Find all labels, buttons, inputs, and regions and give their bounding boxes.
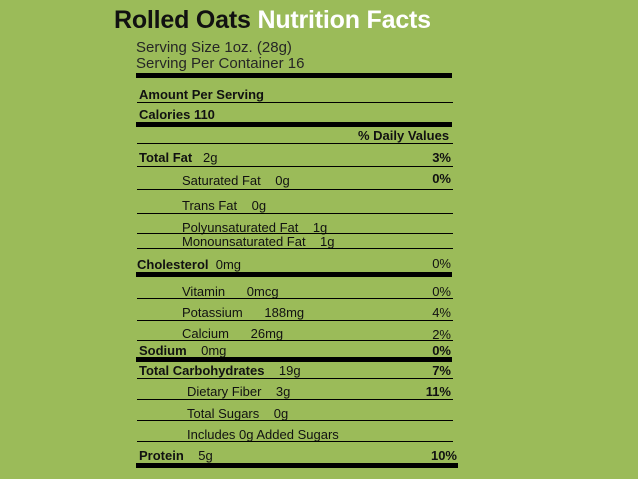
nutrient-amount: 19g (278, 363, 301, 378)
nutrient-dv: 10% (430, 448, 457, 463)
rule (137, 378, 453, 379)
nutrient-amount: 2g (203, 150, 218, 165)
rule (137, 441, 453, 442)
rule (137, 189, 453, 190)
amount-per-serving: Amount Per Serving (139, 87, 264, 102)
daily-values-header: % Daily Values (358, 128, 450, 143)
nutrient-row-added-sugars: Includes 0g Added Sugars (187, 427, 339, 442)
nutrient-amount: 3g (275, 384, 291, 399)
nutrient-dv: 2% (432, 327, 451, 342)
rule (137, 340, 453, 341)
calories-row: Calories 110 (139, 107, 215, 122)
nutrient-amount: 0mcg (246, 284, 279, 299)
rule (137, 320, 453, 321)
rule-thick-sodium (136, 357, 452, 362)
nutrient-row-total-carbohydrates: Total Carbohydrates 19g (139, 363, 301, 378)
nutrient-row-total-sugars: Total Sugars 0g (187, 406, 288, 421)
nutrient-dv: 0% (432, 256, 451, 271)
nutrient-dv: 0% (432, 171, 451, 186)
rule-thick-cholesterol (136, 272, 452, 277)
nutrient-amount: 26mg (250, 326, 284, 341)
nutrient-amount: 0g (251, 198, 267, 213)
rule-thick-top (136, 73, 452, 78)
nutrient-amount: 1g (312, 220, 328, 235)
nutrient-dv: 4% (432, 305, 451, 320)
rule (137, 420, 453, 421)
nutrient-amount: 0mg (201, 343, 227, 358)
nutrient-row-protein: Protein 5g (139, 448, 213, 463)
nutrient-name: Total Sugars (187, 406, 260, 421)
nutrient-dv: 11% (425, 384, 451, 399)
rule (137, 248, 453, 249)
rule (137, 102, 453, 103)
nutrient-name: Protein (139, 448, 184, 463)
nutrient-name: Saturated Fat (182, 173, 261, 188)
nutrient-row-monounsaturated-fat: Monounsaturated Fat 1g (182, 234, 335, 249)
nutrient-name: Dietary Fiber (187, 384, 262, 399)
nutrient-row-cholesterol: Cholesterol 0mg (137, 257, 241, 272)
nutrient-name: Total Fat (139, 150, 193, 165)
calories-value: 110 (193, 107, 215, 122)
nutrition-facts-heading: Nutrition Facts (257, 6, 431, 34)
nutrient-row-polyunsaturated-fat: Polyunsaturated Fat 1g (182, 220, 327, 235)
nutrient-dv: 0% (432, 284, 451, 299)
nutrient-name: Trans Fat (182, 198, 238, 213)
nutrient-row-saturated-fat: Saturated Fat 0g (182, 173, 290, 188)
nutrient-row-total-fat: Total Fat 2g (139, 150, 218, 165)
nutrient-name: Total Carbohydrates (139, 363, 265, 378)
nutrient-name: Vitamin (182, 284, 226, 299)
nutrient-name: Calcium (182, 326, 229, 341)
rule (137, 233, 453, 234)
nutrient-amount: 5g (198, 448, 213, 463)
servings-per-container: Serving Per Container 16 (136, 55, 305, 72)
calories-label: Calories (139, 107, 191, 122)
nutrient-name: Potassium (182, 305, 243, 320)
rule (137, 399, 453, 400)
rule-thick-calories (136, 122, 452, 127)
product-name: Rolled Oats (114, 6, 251, 34)
nutrient-row-trans-fat: Trans Fat 0g (182, 198, 266, 213)
nutrient-row-calcium: Calcium 26mg (182, 326, 283, 341)
nutrient-amount: 1g (320, 234, 335, 249)
nutrient-amount: 0g (273, 406, 289, 421)
nutrient-row-dietary-fiber: Dietary Fiber 3g (187, 384, 290, 399)
nutrient-name: Monounsaturated Fat (182, 234, 306, 249)
nutrient-dv: 0% (432, 343, 451, 358)
page-title: Rolled Oats Nutrition Facts (114, 6, 431, 35)
serving-size: Serving Size 1oz. (28g) (136, 39, 292, 56)
nutrient-name: Cholesterol (137, 257, 209, 272)
nutrient-dv: 3% (432, 150, 451, 165)
nutrient-row-vitamin: Vitamin 0mcg (182, 284, 279, 299)
nutrient-dv: 7% (432, 363, 451, 378)
rule-thick-bottom (136, 463, 458, 468)
nutrient-name: Sodium (139, 343, 187, 358)
nutrient-amount: 0mg (215, 257, 242, 272)
nutrient-name: Includes 0g Added Sugars (187, 427, 339, 442)
nutrient-name: Polyunsaturated Fat (182, 220, 299, 235)
nutrient-amount: 188mg (264, 305, 305, 320)
nutrient-row-potassium: Potassium 188mg (182, 305, 304, 320)
rule (137, 143, 453, 144)
rule (137, 166, 453, 167)
rule (137, 213, 453, 214)
rule (137, 298, 453, 299)
nutrient-amount: 0g (275, 173, 290, 188)
nutrient-row-sodium: Sodium 0mg (139, 343, 226, 358)
